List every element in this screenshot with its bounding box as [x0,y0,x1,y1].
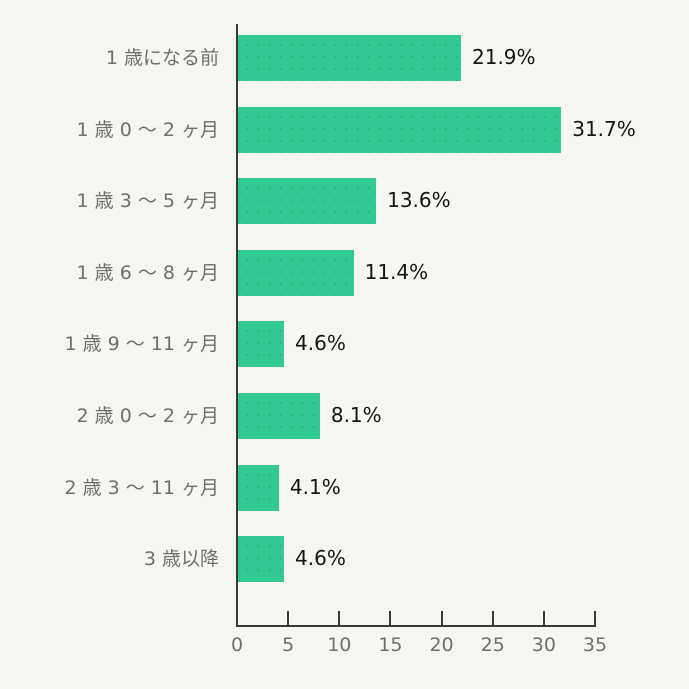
x-tick-label: 5 [282,634,295,656]
value-label: 8.1% [330,403,382,427]
x-tick [287,611,290,626]
value-label: 4.1% [289,474,341,499]
category-label: 1 歳 3 〜 5 ヶ月 [76,190,219,213]
bar [238,536,285,583]
category-label: 2 歳 3 〜 11 ヶ月 [64,476,219,499]
bar [238,35,461,81]
x-tick-label: 0 [230,634,244,656]
x-tick-label: 35 [582,634,608,656]
value-label: 31.7% [572,116,636,141]
category-label: 1 歳 0 〜 2 ヶ月 [76,118,219,141]
category-label: 1 歳 9 〜 11 ヶ月 [64,333,219,356]
bar [238,249,354,296]
y-axis-line [236,24,238,627]
x-tick [440,611,443,626]
x-tick [542,611,545,626]
category-label: 1 歳 6 〜 8 ヶ月 [76,261,219,284]
x-tick-label: 10 [327,634,352,656]
category-label: 3 歳以降 [143,548,219,571]
x-tick-label: 15 [378,634,403,656]
bar [238,106,562,153]
x-tick-label: 20 [429,634,454,656]
value-label: 11.4% [364,259,429,284]
x-axis-line [236,625,596,627]
x-tick [338,611,341,626]
category-label: 2 歳 0 〜 2 ヶ月 [76,405,219,427]
value-label: 4.6% [295,331,346,356]
bar [238,321,285,368]
category-label: 1 歳になる前 [105,47,219,69]
bar [238,178,377,225]
x-tick-label: 25 [480,634,505,656]
x-tick [389,611,392,626]
x-tick-label: 30 [531,634,556,656]
value-label: 13.6% [387,188,451,213]
bar [238,464,279,511]
x-tick [594,611,596,626]
x-tick [491,611,494,626]
value-label: 21.9% [472,45,536,69]
bar [238,393,320,439]
value-label: 4.6% [295,546,346,571]
